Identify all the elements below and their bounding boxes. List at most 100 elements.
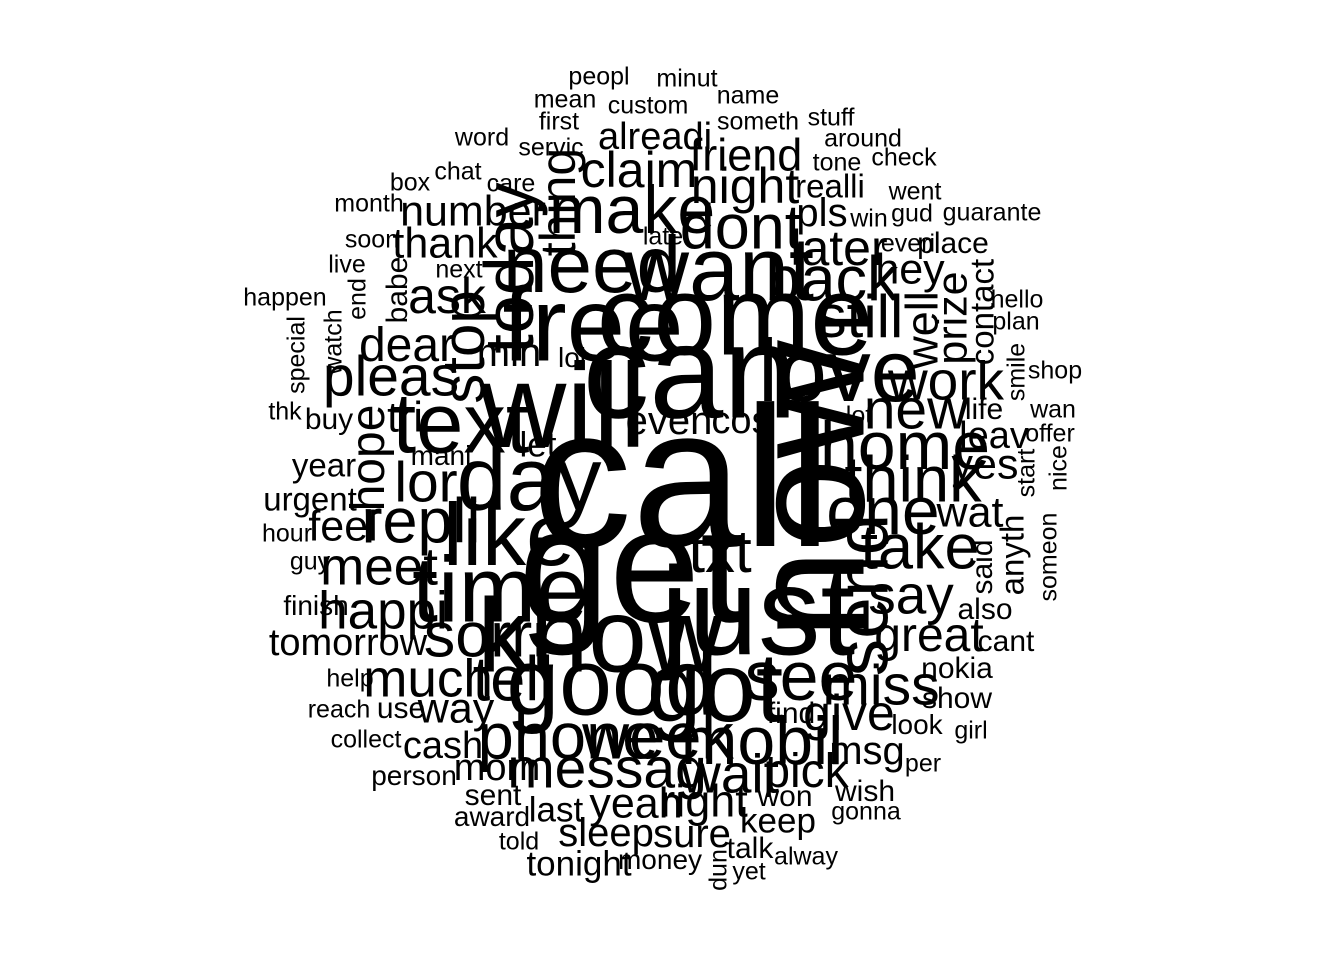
word-peopl: peopl bbox=[568, 62, 630, 91]
word-like: like bbox=[442, 485, 576, 584]
word-tell: tell bbox=[472, 644, 554, 715]
word-pick: pick bbox=[763, 745, 849, 798]
word-call: call bbox=[531, 366, 833, 589]
word-see: see bbox=[744, 637, 858, 715]
word-check: check bbox=[871, 143, 937, 172]
word-hey: hey bbox=[875, 245, 945, 294]
word-finish: finish bbox=[283, 590, 349, 621]
word-cos: cos bbox=[711, 400, 771, 442]
word-free: free bbox=[502, 266, 684, 384]
word-anyth: anyth bbox=[993, 514, 1031, 596]
word-win: win bbox=[850, 204, 888, 233]
word-offer: offer bbox=[1025, 419, 1075, 448]
word-show: show bbox=[921, 682, 993, 715]
word-lol: lol bbox=[557, 342, 587, 373]
word-reach: reach bbox=[307, 695, 371, 724]
word-guy: guy bbox=[289, 547, 331, 576]
word-urgent: urgent bbox=[263, 480, 357, 518]
word-yet: yet bbox=[732, 857, 766, 886]
word-year: year bbox=[291, 446, 357, 484]
word-happen: happen bbox=[243, 283, 327, 312]
word-stuff: stuff bbox=[807, 103, 855, 132]
word-soon: soon bbox=[344, 225, 400, 254]
word-msg: msg bbox=[829, 729, 905, 773]
word-time: time bbox=[412, 537, 588, 642]
word-tonight: tonight bbox=[526, 844, 632, 884]
word-someth: someth bbox=[717, 107, 799, 136]
word-life: life bbox=[964, 393, 1004, 426]
word-know: know bbox=[477, 577, 723, 695]
word-dun: dun bbox=[704, 849, 733, 891]
word-even: even bbox=[625, 399, 713, 443]
word-end: end bbox=[343, 278, 372, 320]
word-first: first bbox=[538, 107, 580, 136]
word-give: give bbox=[803, 685, 895, 741]
word-said: said bbox=[966, 539, 999, 595]
word-wan: wan bbox=[1030, 395, 1076, 424]
word-good: good bbox=[506, 629, 718, 736]
word-mani: mani bbox=[410, 440, 472, 471]
word-sleep: sleep bbox=[558, 811, 654, 855]
word-money: money bbox=[617, 844, 703, 875]
word-live: live bbox=[328, 250, 366, 279]
word-new: new bbox=[863, 377, 969, 442]
word-feel: feel bbox=[308, 502, 378, 551]
word-find: find bbox=[766, 697, 816, 730]
word-text: text bbox=[392, 376, 530, 472]
word-want: want bbox=[623, 220, 815, 320]
word-wat: wat bbox=[936, 488, 1004, 537]
word-smile: smile bbox=[1002, 342, 1031, 402]
word-went: went bbox=[888, 177, 942, 206]
word-late: late bbox=[642, 222, 684, 251]
word-can: can bbox=[582, 298, 798, 447]
word-make: make bbox=[548, 172, 716, 248]
word-award: award bbox=[453, 801, 531, 832]
word-later: later bbox=[790, 220, 888, 276]
word-person: person bbox=[371, 760, 457, 791]
word-morn: morn bbox=[453, 747, 541, 789]
word-txt: txt bbox=[688, 518, 752, 585]
word-great: great bbox=[874, 609, 984, 662]
word-thk: thk bbox=[268, 397, 302, 426]
word-ask: ask bbox=[408, 268, 486, 324]
word-say: say bbox=[868, 563, 954, 626]
word-thank: thank bbox=[392, 219, 498, 268]
word-custom: custom bbox=[607, 91, 689, 120]
word-much: much bbox=[363, 649, 493, 709]
word-hello: hello bbox=[990, 285, 1044, 314]
word-one: one bbox=[826, 473, 940, 549]
word-sorri: sorri bbox=[423, 600, 547, 671]
word-will: will bbox=[479, 339, 647, 473]
word-servic: servic bbox=[518, 133, 584, 162]
word-tone: tone bbox=[812, 148, 862, 177]
word-look: look bbox=[891, 709, 943, 740]
word-pls: pls bbox=[796, 191, 848, 235]
word-talk: talk bbox=[726, 832, 774, 865]
word-miss: miss bbox=[822, 653, 940, 718]
word-pleas: pleas bbox=[322, 344, 460, 409]
word-let: let bbox=[519, 425, 557, 465]
word-place: place bbox=[917, 227, 989, 260]
word-next: next bbox=[435, 255, 483, 284]
word-home: home bbox=[819, 408, 991, 484]
word-won: won bbox=[757, 780, 813, 813]
word-min: min bbox=[476, 331, 542, 375]
word-lot: lot bbox=[845, 401, 873, 430]
word-work: work bbox=[887, 349, 1005, 412]
word-night: night bbox=[690, 158, 800, 214]
word-someon: someon bbox=[1034, 512, 1063, 602]
word-use: use bbox=[376, 692, 426, 725]
word-take: take bbox=[860, 512, 980, 583]
word-friend: friend bbox=[689, 129, 803, 181]
word-need: need bbox=[503, 220, 681, 309]
word-dont: dont bbox=[679, 192, 803, 263]
word-messag: messag bbox=[507, 736, 707, 801]
word-wish: wish bbox=[834, 775, 896, 808]
word-last: last bbox=[528, 790, 584, 830]
word-name: name bbox=[716, 81, 780, 110]
word-nokia: nokia bbox=[921, 652, 993, 685]
word-leav: leav bbox=[959, 415, 1029, 457]
word-per: per bbox=[904, 749, 942, 778]
word-get: get bbox=[518, 473, 746, 657]
